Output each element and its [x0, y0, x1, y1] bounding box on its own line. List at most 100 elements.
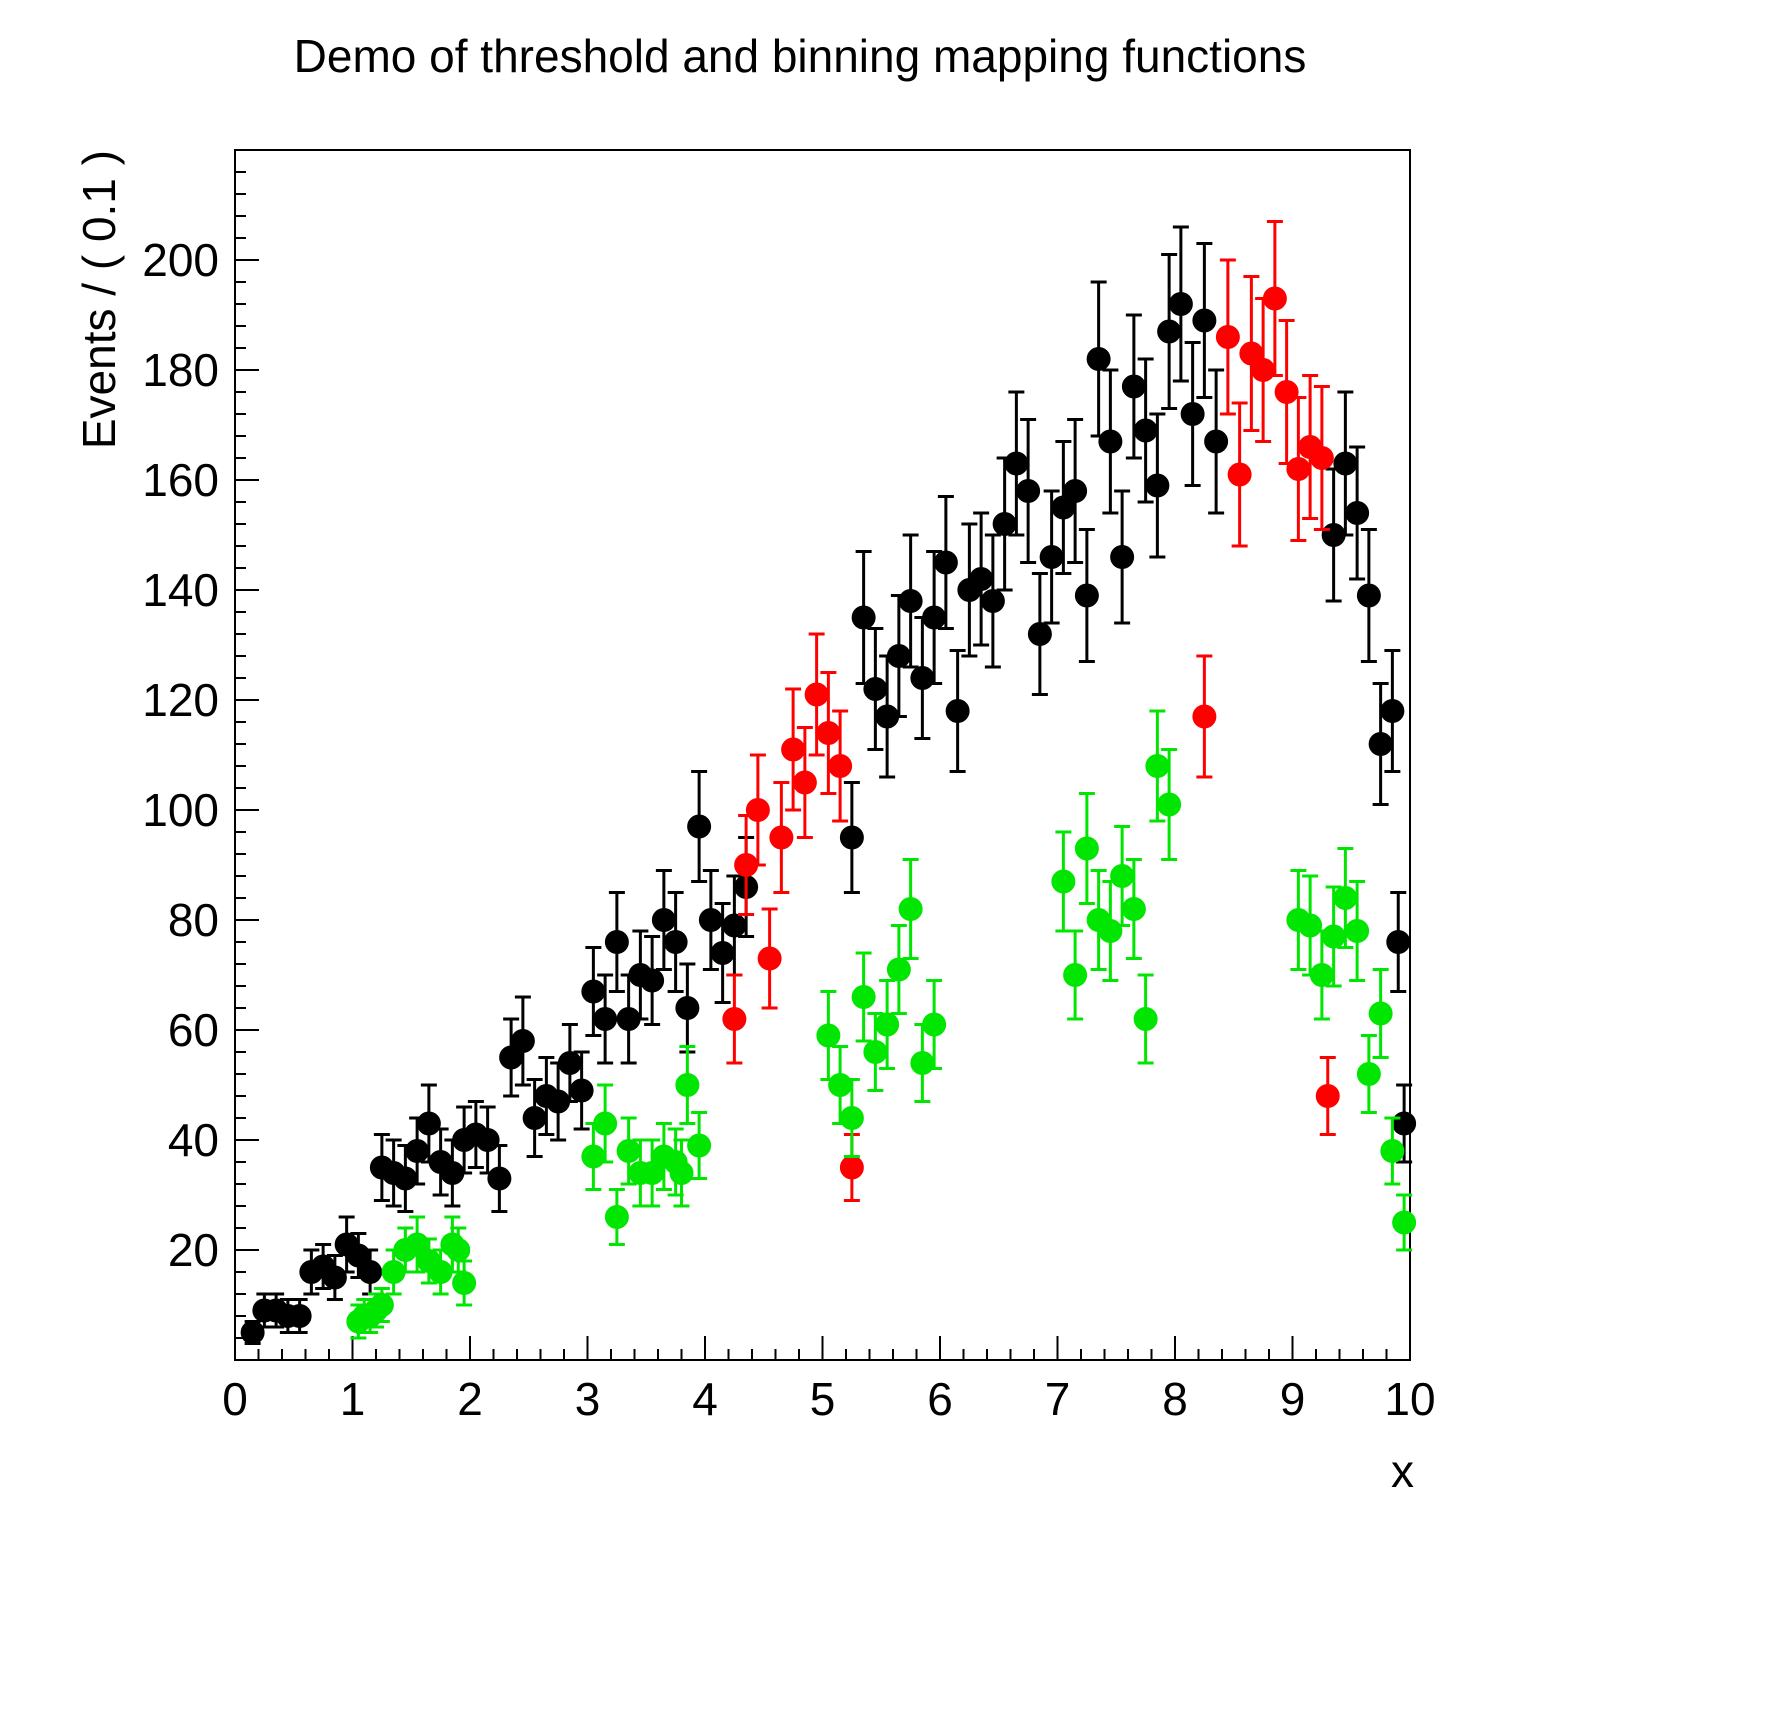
- data-point-black: [663, 930, 688, 954]
- data-point-black: [992, 512, 1017, 536]
- data-point-black: [1345, 501, 1370, 525]
- data-point-red: [745, 798, 770, 822]
- x-tick-label: 1: [340, 1373, 366, 1425]
- data-point-green: [593, 1111, 618, 1136]
- data-point-black: [322, 1265, 347, 1290]
- data-point-red: [722, 1007, 747, 1031]
- x-tick-label: 8: [1162, 1373, 1188, 1425]
- data-point-green: [1380, 1139, 1405, 1163]
- series-red: [722, 220, 1340, 1202]
- data-point-green: [922, 1012, 947, 1037]
- data-point-black: [604, 930, 629, 954]
- data-point-black: [1074, 583, 1099, 608]
- data-point-black: [1380, 699, 1405, 723]
- data-point-green: [1063, 963, 1088, 987]
- data-point-black: [487, 1166, 512, 1191]
- data-point-green: [1121, 897, 1146, 921]
- data-point-black: [675, 996, 700, 1020]
- data-point-black: [287, 1304, 312, 1328]
- data-point-black: [875, 704, 900, 729]
- data-point-red: [1286, 457, 1311, 481]
- y-axis-title: Events / ( 0.1 ): [73, 150, 125, 449]
- data-point-green: [675, 1073, 700, 1097]
- data-point-green: [839, 1106, 864, 1130]
- data-point-black: [1333, 451, 1358, 476]
- data-point-red: [769, 825, 794, 850]
- x-tick-label: 5: [810, 1373, 836, 1425]
- data-point-black: [863, 677, 888, 701]
- data-point-green: [875, 1012, 900, 1037]
- data-point-green: [1309, 963, 1334, 987]
- data-point-black: [933, 550, 958, 575]
- data-point-black: [640, 968, 665, 993]
- data-point-green: [1110, 864, 1135, 888]
- series-black: [240, 225, 1417, 1345]
- y-tick-label: 40: [168, 1114, 219, 1166]
- data-point-green: [1298, 913, 1323, 938]
- data-point-green: [851, 985, 876, 1009]
- data-point-black: [1016, 479, 1041, 503]
- data-point-black: [581, 979, 606, 1004]
- data-point-green: [1051, 869, 1076, 894]
- data-point-red: [1227, 462, 1252, 487]
- data-point-black: [593, 1007, 618, 1031]
- data-point-black: [1086, 347, 1111, 371]
- data-point-green: [1074, 836, 1099, 861]
- y-tick-label: 180: [142, 344, 219, 396]
- data-point-green: [1133, 1007, 1158, 1031]
- data-point-black: [1039, 545, 1064, 569]
- data-point-red: [757, 946, 782, 971]
- data-point-red: [1251, 358, 1276, 382]
- data-point-black: [1004, 451, 1029, 476]
- data-point-black: [922, 605, 947, 630]
- x-tick-label: 10: [1384, 1373, 1435, 1425]
- data-point-green: [687, 1133, 712, 1158]
- data-point-black: [945, 699, 970, 723]
- x-tick-label: 3: [575, 1373, 601, 1425]
- data-point-green: [381, 1260, 406, 1284]
- data-point-black: [1121, 374, 1146, 399]
- data-point-black: [1192, 308, 1217, 333]
- data-point-red: [804, 682, 829, 707]
- data-point-green: [369, 1293, 394, 1317]
- data-point-red: [1192, 704, 1217, 729]
- plot-layer: 0 1 2 3 4 5 6 7 8 9 10 20 40 60 80 100 120 140 160 180 200: [142, 149, 1436, 1425]
- data-point-red: [828, 754, 853, 778]
- data-point-black: [1386, 930, 1411, 954]
- data-point-red: [734, 853, 759, 877]
- data-point-black: [722, 913, 747, 938]
- data-point-black: [1063, 479, 1088, 503]
- data-point-green: [604, 1205, 629, 1229]
- data-point-black: [839, 825, 864, 850]
- data-point-black: [651, 908, 676, 932]
- data-point-red: [1215, 325, 1240, 349]
- data-point-black: [1157, 319, 1182, 344]
- data-point-black: [1204, 429, 1229, 454]
- data-point-green: [1356, 1062, 1381, 1086]
- data-point-black: [616, 1007, 641, 1031]
- data-point-black: [898, 589, 923, 613]
- data-point-green: [886, 957, 911, 982]
- y-tick-label: 160: [142, 454, 219, 506]
- data-point-black: [546, 1089, 571, 1114]
- y-tick-label: 80: [168, 894, 219, 946]
- data-point-black: [1392, 1111, 1417, 1136]
- data-point-black: [475, 1128, 500, 1152]
- data-point-green: [1321, 924, 1346, 949]
- data-point-black: [698, 908, 723, 932]
- data-point-green: [428, 1260, 453, 1284]
- data-point-black: [405, 1139, 430, 1163]
- data-point-red: [1309, 446, 1334, 470]
- data-point-black: [1133, 418, 1158, 443]
- data-point-green: [898, 897, 923, 921]
- data-point-green: [910, 1051, 935, 1075]
- data-point-black: [886, 644, 911, 668]
- data-point-green: [816, 1023, 841, 1048]
- data-point-black: [522, 1106, 547, 1130]
- data-point-green: [1368, 1001, 1393, 1026]
- data-point-green: [446, 1238, 471, 1262]
- data-point-red: [1315, 1084, 1340, 1108]
- data-point-black: [1027, 622, 1052, 646]
- data-point-green: [616, 1139, 641, 1163]
